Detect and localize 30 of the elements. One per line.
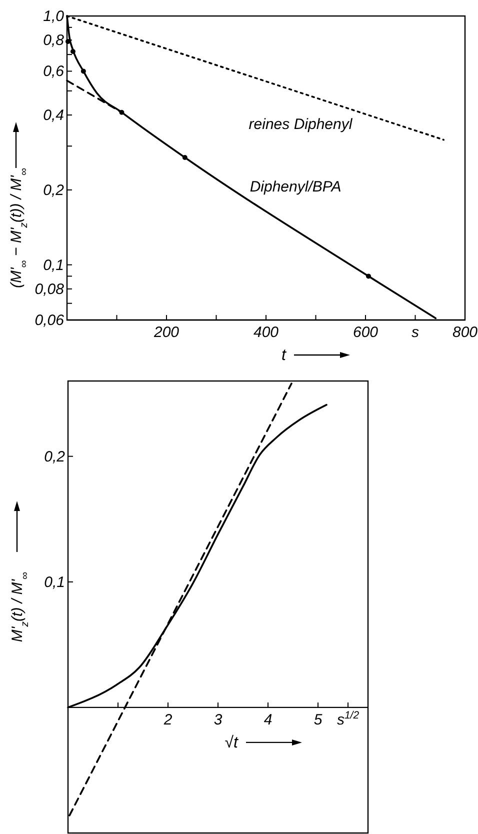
point [65,38,70,44]
x-tick-label: 600 [352,324,379,341]
x-axis-title: √t [224,734,239,752]
x-tick-label: 4 [264,711,272,728]
x-tick-label: s$^{1/2}$ [336,709,360,728]
x-tick-label: 2 [162,711,173,728]
y-tick-label: 0,2 [43,182,65,199]
y-tick-label: 0,6 [43,63,65,80]
y-tick-label: 0,8 [43,32,65,50]
y-tick-label: 0,08 [34,280,65,298]
series-label: Diphenyl/BPA [250,178,342,196]
x-axis-title: t [282,347,287,364]
point [182,154,188,160]
y-tick-label: 0,1 [43,256,64,274]
point [366,274,371,279]
x-tick-label: s [412,324,420,341]
x-tick-label: 5 [314,711,323,728]
y-tick-label: 0,2 [44,448,66,466]
y-tick-label: 0,4 [43,107,64,124]
x-tick-label: 3 [214,711,223,728]
y-tick-label: 1,0 [43,8,65,25]
x-tick-label: 400 [253,324,280,341]
y-tick-label: 0,1 [44,574,65,591]
point [80,68,86,74]
point [119,110,124,115]
y-tick-label: 0,06 [34,312,65,329]
series-label: reines Diphenyl [248,116,353,133]
x-tick-label: 200 [152,324,180,341]
x-tick-label: 800 [452,324,478,341]
point [70,48,76,54]
